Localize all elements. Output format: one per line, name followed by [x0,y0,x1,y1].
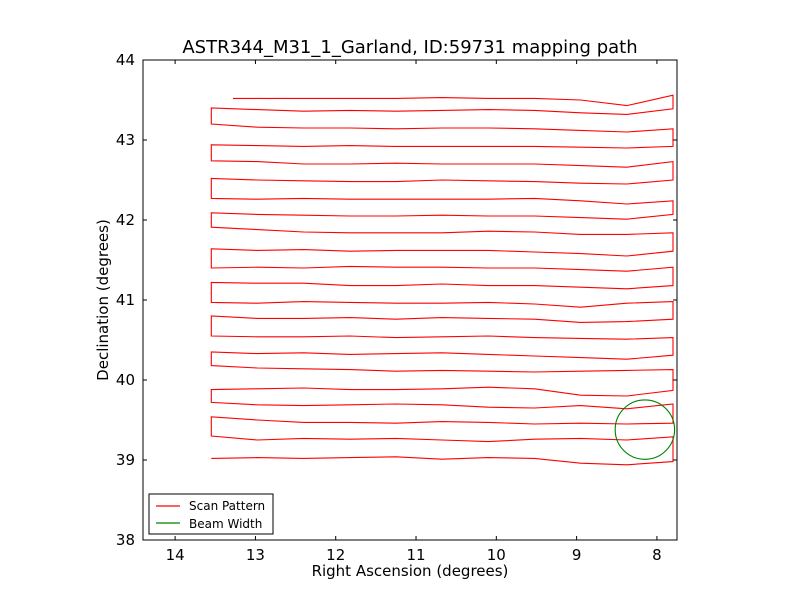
data-layer [210,94,676,466]
scan-pattern-line [210,94,674,466]
x-tick-label: 11 [406,546,425,564]
beam-width-circle [614,399,676,460]
legend-box [148,493,274,535]
chart-title: ASTR344_M31_1_Garland, ID:59731 mapping … [182,37,637,58]
x-tick-label: 9 [572,546,582,564]
x-tick-label: 14 [166,546,185,564]
x-tick-label: 13 [246,546,265,564]
y-tick-label: 43 [116,131,135,149]
plot-area [143,60,677,540]
x-tick-label: 10 [487,546,506,564]
y-axis-label: Declination (degrees) [94,219,112,381]
y-tick-label: 44 [116,51,135,69]
y-tick-label: 41 [116,291,135,309]
legend-label-scan-pattern: Scan Pattern [189,499,265,513]
y-tick-label: 40 [116,371,135,389]
x-tick-label: 8 [652,546,662,564]
x-axis-label: Right Ascension (degrees) [312,562,509,580]
y-tick-label: 38 [116,531,135,549]
x-tick-label: 12 [326,546,345,564]
y-tick-label: 42 [116,211,135,229]
ticks-layer: 14 13 12 11 10 9 8 38 39 40 41 42 43 44 [116,51,677,564]
plot-frame [142,59,678,541]
legend-label-beam-width: Beam Width [189,517,262,531]
legend: Scan Pattern Beam Width [148,493,274,535]
y-tick-label: 39 [116,451,135,469]
